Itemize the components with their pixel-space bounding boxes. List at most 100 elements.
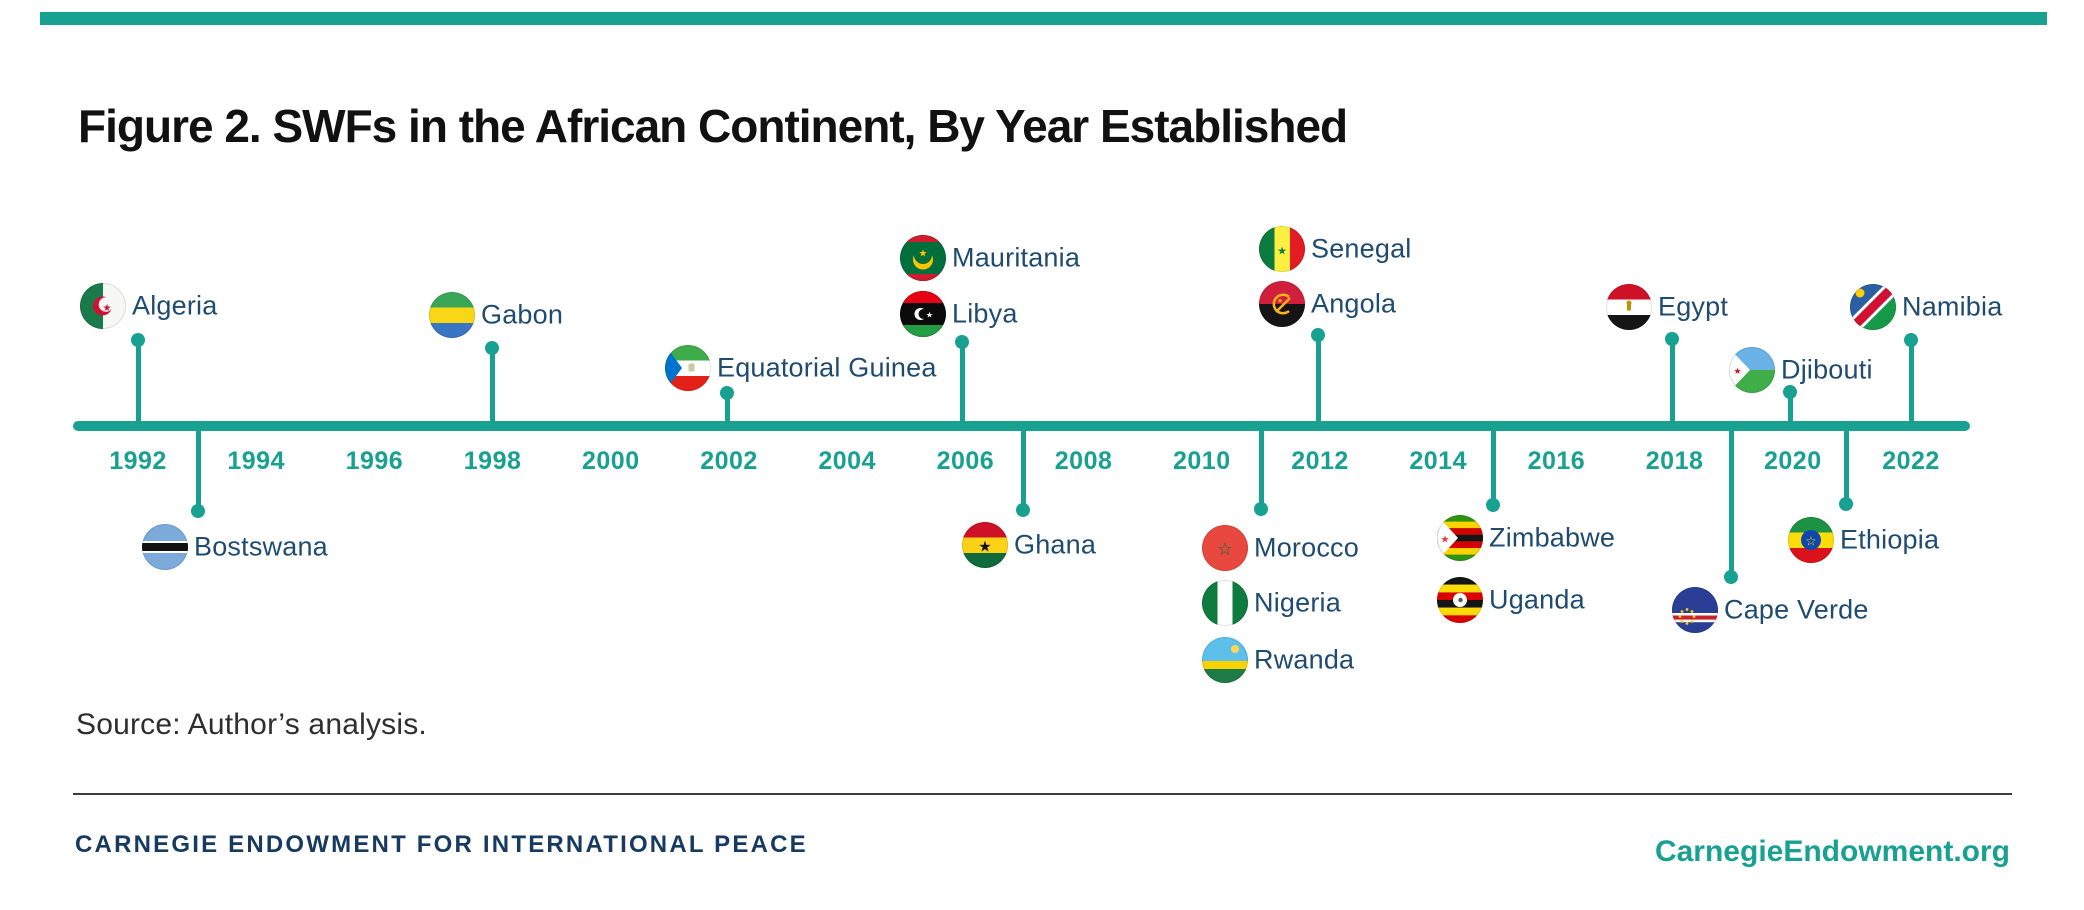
mauritania-flag-icon: ★: [900, 235, 946, 281]
footer-divider: [73, 793, 2012, 795]
year-label-1994: 1994: [227, 447, 285, 475]
timeline-dot: [1254, 502, 1268, 516]
year-label-2018: 2018: [1645, 447, 1704, 475]
timeline-connector: [1908, 340, 1914, 425]
timeline-connector: [959, 342, 965, 425]
nigeria-flag-icon: [1202, 580, 1248, 626]
year-label-2006: 2006: [936, 447, 995, 475]
timeline-dot: [1839, 497, 1853, 511]
svg-text:★: ★: [1441, 535, 1450, 546]
timeline-dot: [1311, 328, 1325, 342]
algeria-flag-icon: ★: [80, 283, 126, 329]
country-label: Gabon: [481, 299, 564, 330]
timeline-dot: [485, 341, 499, 355]
country-label: Bostswana: [194, 531, 328, 562]
svg-text:★: ★: [919, 249, 928, 260]
timeline-dot: [1724, 570, 1738, 584]
year-label-1992: 1992: [109, 447, 167, 475]
botswana-flag-icon: [142, 524, 188, 570]
figure-title: Figure 2. SWFs in the African Continent,…: [78, 99, 1348, 152]
svg-text:☆: ☆: [1217, 539, 1233, 560]
country-label: Djibouti: [1781, 354, 1873, 385]
country-label: Libya: [952, 298, 1018, 329]
country-label: Uganda: [1489, 584, 1585, 615]
country-label: Ghana: [1014, 529, 1097, 560]
year-label-2002: 2002: [700, 447, 758, 475]
equatorial_guinea-flag-icon: [665, 345, 711, 391]
country-label: Nigeria: [1254, 587, 1341, 618]
year-label-2004: 2004: [818, 447, 876, 475]
timeline-connector: [1020, 427, 1026, 510]
footer-website-link: CarnegieEndowment.org: [1654, 835, 2010, 868]
footer-org-name: CARNEGIE ENDOWMENT FOR INTERNATIONAL PEA…: [75, 831, 808, 858]
svg-text:★: ★: [1277, 245, 1287, 258]
timeline-connector: [135, 340, 141, 425]
year-label-2000: 2000: [581, 447, 640, 475]
country-label: Zimbabwe: [1489, 522, 1616, 553]
year-label-1998: 1998: [463, 447, 522, 475]
timeline-connector: [1728, 427, 1734, 577]
angola-flag-icon: ★: [1259, 281, 1305, 327]
timeline-connector: [195, 427, 201, 511]
uganda-flag-icon: [1437, 577, 1483, 623]
svg-text:★: ★: [1277, 297, 1283, 305]
djibouti-flag-icon: ★: [1729, 347, 1775, 393]
svg-text:☆: ☆: [1805, 535, 1817, 550]
timeline-dot: [191, 504, 205, 518]
country-label: Equatorial Guinea: [717, 352, 937, 383]
timeline-dot: [131, 333, 145, 347]
namibia-flag-icon: [1850, 284, 1896, 330]
country-label: Cape Verde: [1724, 594, 1869, 625]
year-label-2012: 2012: [1291, 447, 1349, 475]
timeline-connector: [1490, 427, 1496, 505]
morocco-flag-icon: ☆: [1202, 525, 1248, 571]
zimbabwe-flag-icon: ★: [1437, 515, 1483, 561]
timeline-dot: [1783, 385, 1797, 399]
country-label: Algeria: [132, 290, 218, 321]
timeline-connector: [1669, 339, 1675, 425]
gabon-flag-icon: [429, 292, 475, 338]
timeline-connector: [724, 393, 730, 425]
year-label-2022: 2022: [1882, 447, 1940, 475]
timeline-connector: [1258, 427, 1264, 509]
timeline-connector: [1843, 427, 1849, 504]
country-label: Mauritania: [952, 242, 1081, 273]
source-note: Source: Author’s analysis.: [76, 708, 427, 741]
timeline-dot: [955, 335, 969, 349]
year-label-2014: 2014: [1409, 447, 1467, 475]
svg-text:★: ★: [1733, 367, 1741, 377]
ghana-flag-icon: ★: [962, 522, 1008, 568]
timeline-dot: [720, 386, 734, 400]
year-label-1996: 1996: [345, 447, 404, 475]
timeline-dot: [1904, 333, 1918, 347]
cape_verde-flag-icon: [1672, 587, 1718, 633]
svg-text:★: ★: [978, 538, 991, 556]
senegal-flag-icon: ★: [1259, 226, 1305, 272]
timeline-dot: [1486, 498, 1500, 512]
libya-flag-icon: ★: [900, 291, 946, 337]
country-label: Egypt: [1658, 291, 1729, 322]
country-label: Senegal: [1311, 233, 1412, 264]
timeline-connector: [489, 348, 495, 425]
egypt-flag-icon: [1606, 284, 1652, 330]
year-label-2008: 2008: [1054, 447, 1113, 475]
country-label: Morocco: [1254, 532, 1359, 563]
country-label: Namibia: [1902, 291, 2003, 322]
timeline-dot: [1016, 503, 1030, 517]
ethiopia-flag-icon: ☆: [1788, 517, 1834, 563]
country-label: Angola: [1311, 288, 1397, 319]
top-accent-bar: [40, 12, 2047, 25]
country-label: Rwanda: [1254, 644, 1355, 675]
timeline-axis-bar: [73, 421, 1970, 431]
year-label-2016: 2016: [1527, 447, 1586, 475]
country-label: Ethiopia: [1840, 524, 1940, 555]
timeline-dot: [1665, 332, 1679, 346]
year-label-2010: 2010: [1172, 447, 1231, 475]
svg-text:★: ★: [926, 311, 933, 320]
timeline-connector: [1787, 392, 1793, 425]
timeline-connector: [1315, 335, 1321, 425]
rwanda-flag-icon: [1202, 637, 1248, 683]
year-label-2020: 2020: [1763, 447, 1822, 475]
svg-text:★: ★: [103, 303, 112, 314]
